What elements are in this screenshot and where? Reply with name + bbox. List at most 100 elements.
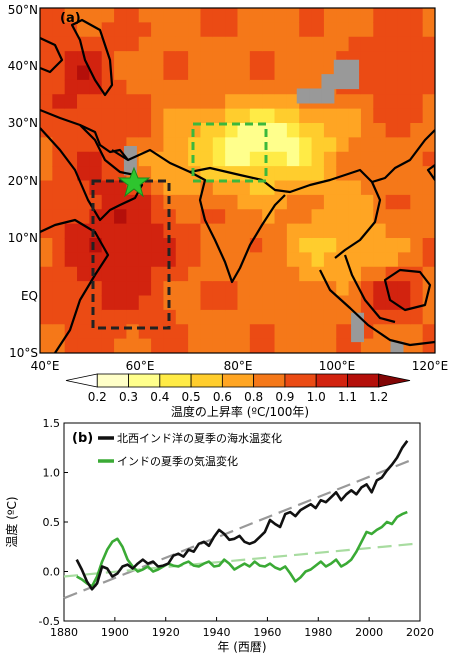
heat-cell: [114, 309, 128, 325]
box-northwest-indian-ocean: [91, 179, 171, 330]
heat-cell: [237, 8, 251, 23]
heat-cell: [188, 123, 202, 138]
heat-cell: [64, 22, 78, 38]
heat-cell: [225, 281, 239, 297]
heat-cell: [200, 223, 214, 239]
heat-cell: [323, 324, 337, 340]
heat-cell: [410, 108, 424, 124]
heat-cell: [274, 223, 288, 239]
heat-cell: [286, 8, 300, 23]
heat-cell: [237, 79, 251, 95]
heat-cell: [52, 209, 66, 225]
lon-tick-label: 40°E: [31, 359, 60, 373]
heat-cell: [410, 338, 424, 353]
heat-cell: [40, 295, 53, 311]
heat-cell: [64, 180, 78, 196]
heat-cell: [52, 51, 66, 67]
heat-cell: [101, 94, 115, 110]
no-data-cell: [390, 341, 404, 353]
heat-cell: [422, 238, 435, 253]
heat-cell: [151, 266, 165, 282]
heat-cell: [373, 266, 387, 282]
heat-cell: [138, 338, 152, 353]
heat-cell: [200, 123, 214, 138]
colorbar-cell: [221, 373, 255, 388]
heat-cell: [410, 324, 424, 340]
heat-cell: [40, 22, 53, 38]
heat-cell: [212, 36, 226, 52]
heat-cell: [397, 94, 411, 110]
heat-cell: [40, 79, 53, 95]
heat-cell: [262, 137, 276, 153]
heat-cell: [237, 338, 251, 353]
heat-cell: [262, 238, 276, 253]
heat-cell: [126, 295, 140, 311]
heat-cell: [237, 180, 251, 196]
heat-cell: [225, 324, 239, 340]
heat-cell: [262, 151, 276, 167]
heat-cell: [360, 266, 374, 282]
heat-cell: [64, 51, 78, 67]
heat-cell: [373, 94, 387, 110]
heat-cell: [188, 252, 202, 268]
heat-cell: [348, 266, 362, 282]
heat-cell: [286, 22, 300, 38]
heat-cell: [274, 209, 288, 225]
heat-cell: [89, 123, 103, 138]
heat-cell: [163, 338, 177, 353]
heat-cell: [151, 252, 165, 268]
colorbar-cell: [347, 373, 380, 388]
heat-cell: [212, 22, 226, 38]
y-tick-label: 1.0: [43, 467, 61, 480]
y-axis-label: 温度 (ºC): [4, 496, 19, 547]
heat-cell: [175, 180, 189, 196]
heat-cell: [397, 223, 411, 239]
heat-cell: [286, 151, 300, 167]
heat-cell: [348, 22, 362, 38]
heat-cell: [126, 51, 140, 67]
heat-cell: [373, 36, 387, 52]
heat-cell: [360, 8, 374, 23]
heat-cell: [249, 252, 263, 268]
heat-cell: [175, 324, 189, 340]
coastline-borneo: [383, 268, 432, 312]
heat-cell: [89, 79, 103, 95]
heat-cell: [200, 151, 214, 167]
heat-cell: [249, 137, 263, 153]
heat-cell: [175, 94, 189, 110]
heat-cell: [138, 238, 152, 253]
heat-cell: [101, 223, 115, 239]
heat-cell: [422, 324, 435, 340]
heat-cell: [422, 22, 435, 38]
heat-cell: [114, 108, 128, 124]
heat-cell: [336, 8, 350, 23]
heat-cell: [40, 151, 53, 167]
x-tick-label: 1980: [304, 626, 332, 639]
heat-cell: [336, 324, 350, 340]
heat-cell: [360, 123, 374, 138]
heat-cell: [348, 137, 362, 153]
heat-cell: [385, 180, 399, 196]
heat-cell: [40, 194, 53, 210]
heat-cell: [360, 79, 374, 95]
heat-cell: [212, 79, 226, 95]
heat-cell: [373, 151, 387, 167]
heat-cell: [40, 8, 53, 23]
heat-cell: [323, 309, 337, 325]
heat-cell: [114, 223, 128, 239]
heat-cell: [410, 137, 424, 153]
heat-cell: [422, 209, 435, 225]
colorbar-tick-labels: 0.2 0.3 0.4 0.5 0.6 0.8 0.9 1.0 1.1 1.2: [88, 390, 389, 404]
heat-cell: [101, 209, 115, 225]
heat-cell: [225, 36, 239, 52]
heatmap: [40, 8, 435, 353]
colorbar-cell: [159, 373, 192, 388]
heat-cell: [410, 238, 424, 253]
heat-cell: [323, 8, 337, 23]
heat-cell: [422, 252, 435, 268]
heat-cell: [175, 137, 189, 153]
heat-cell: [385, 36, 399, 52]
heat-cell: [126, 281, 140, 297]
x-tick-labels: 1880 1900 1920 1940 1960 1980 2000 2020: [50, 617, 434, 639]
heat-cell: [114, 36, 128, 52]
